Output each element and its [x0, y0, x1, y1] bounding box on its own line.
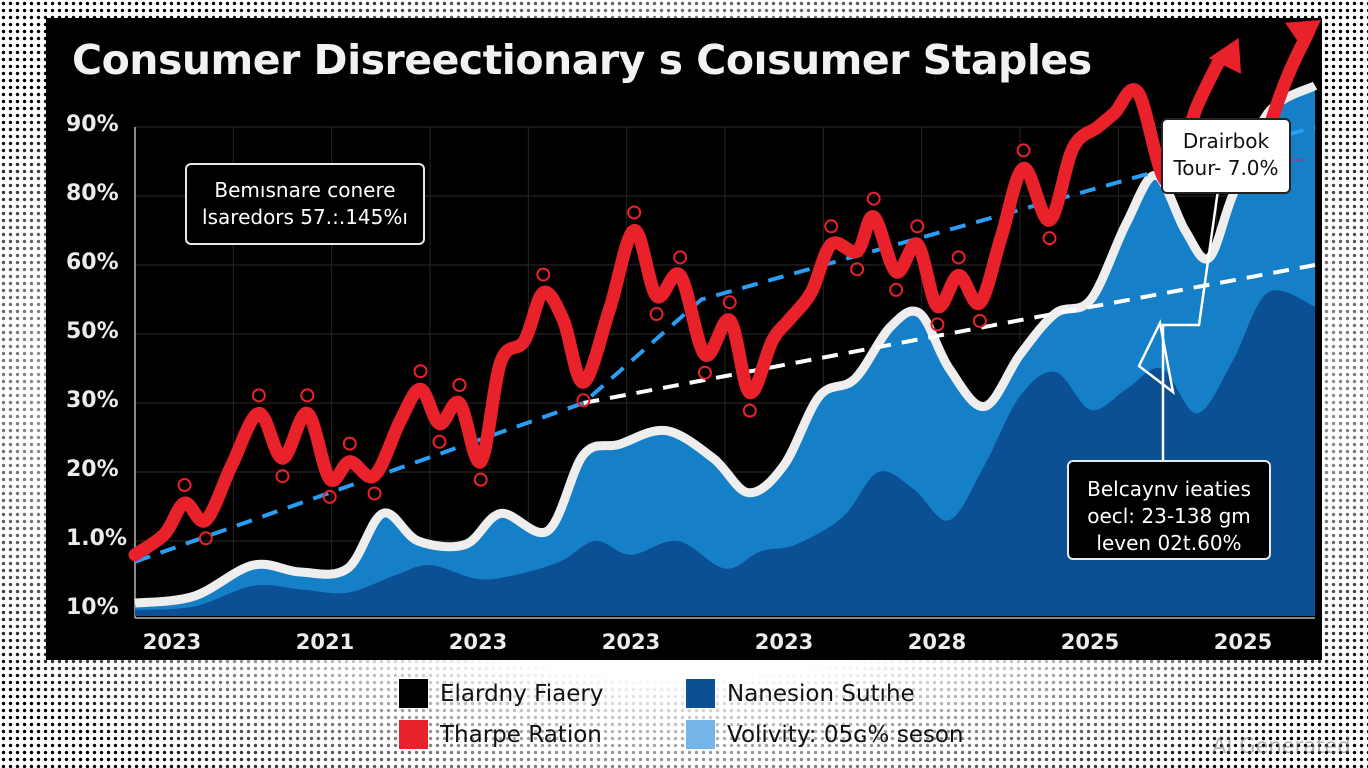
- data-point-marker: [275, 469, 290, 484]
- legend-item: Tharpe Ration: [399, 720, 602, 749]
- data-point-marker: [251, 388, 266, 403]
- data-point-marker: [972, 313, 987, 328]
- x-tick-label: 2028: [907, 630, 967, 654]
- data-point-marker: [697, 365, 712, 380]
- arrowhead-icon: [1208, 38, 1242, 74]
- y-tick-label: 60%: [66, 250, 119, 275]
- x-tick-label: 2023: [754, 630, 814, 654]
- legend-item: Volivity: 05ɢ% seson: [686, 720, 964, 749]
- x-tick-label: 2023: [448, 630, 508, 654]
- annotation-line: lsaredors 57.:.145%ı: [202, 205, 408, 229]
- data-point-marker: [649, 307, 664, 322]
- data-point-marker: [889, 282, 904, 297]
- data-point-marker: [536, 267, 551, 282]
- data-point-marker: [473, 472, 488, 487]
- annotation-box-bottom-right: Belcaynv ieaties oecl: 23-138 gm leven 0…: [1067, 460, 1271, 560]
- legend-label: Tharpe Ration: [440, 721, 602, 748]
- x-tick-label: 2025: [1060, 630, 1120, 654]
- data-point-marker: [866, 191, 881, 206]
- x-tick-label: 2023: [601, 630, 661, 654]
- y-tick-label: 90%: [66, 112, 119, 137]
- data-point-marker: [824, 219, 839, 234]
- legend-swatch: [399, 679, 428, 708]
- x-tick-label: 2025: [1213, 630, 1273, 654]
- annotation-pointer-icon: [1137, 319, 1175, 395]
- annotation-box-left: Bemısnare conere lsaredors 57.:.145%ı: [185, 163, 425, 245]
- y-tick-label: 10%: [66, 595, 119, 620]
- legend-label: Elardny Fiaery: [440, 680, 604, 707]
- y-tick-label: 50%: [66, 319, 119, 344]
- data-point-marker: [342, 436, 357, 451]
- trendline: [134, 125, 1316, 564]
- y-tick-label: 20%: [66, 457, 119, 482]
- y-tick-label: 1.0%: [66, 526, 128, 551]
- data-point-marker: [322, 489, 337, 504]
- annotation-line: oecl: 23-138 gm: [1087, 504, 1251, 528]
- data-point-marker: [177, 478, 192, 493]
- x-tick-label: 2023: [142, 630, 202, 654]
- trendline: [583, 263, 1316, 405]
- data-point-marker: [673, 250, 688, 265]
- data-point-marker: [300, 388, 315, 403]
- legend-item: Nanesion Sutıhe: [686, 679, 915, 708]
- data-point-marker: [850, 262, 865, 277]
- legend-swatch: [686, 720, 715, 749]
- legend-item: Elardny Fiaery: [399, 679, 603, 708]
- data-point-marker: [432, 434, 447, 449]
- annotation-line: Tour- 7.0%: [1173, 156, 1279, 180]
- annotation-box-top-right: Drairbok Tour- 7.0%: [1161, 118, 1291, 194]
- data-point-marker: [951, 250, 966, 265]
- y-tick-label: 80%: [66, 181, 119, 206]
- y-tick-label: 30%: [66, 388, 119, 413]
- arrowhead-icon: [1285, 20, 1321, 53]
- data-point-marker: [910, 219, 925, 234]
- legend-label: Nanesion Sutıhe: [727, 680, 915, 707]
- area-nanesion-sut-he: [135, 290, 1315, 616]
- data-point-marker: [722, 295, 737, 310]
- data-point-marker: [627, 205, 642, 220]
- legend-swatch: [399, 720, 428, 749]
- legend-label: Volivity: 05ɢ% seson: [727, 721, 964, 748]
- data-point-marker: [576, 393, 591, 408]
- legend-swatch: [686, 679, 715, 708]
- data-point-marker: [742, 403, 757, 418]
- data-point-marker: [1016, 143, 1031, 158]
- watermark: AI Generated: [1212, 734, 1351, 758]
- annotation-line: leven 02t.60%: [1096, 531, 1242, 555]
- line-tharpe-ration: [128, 51, 1228, 562]
- annotation-line: Bemısnare conere: [214, 178, 396, 202]
- data-point-marker: [198, 531, 213, 546]
- data-point-marker: [1042, 231, 1057, 246]
- annotation-line: Drairbok: [1182, 129, 1270, 153]
- data-point-marker: [413, 364, 428, 379]
- data-point-marker: [452, 378, 467, 392]
- annotation-connector: [1161, 189, 1220, 460]
- chart-title: Consumer Disreectionary s Coısumer Stapl…: [72, 36, 1092, 84]
- annotation-line: Belcaynv ieaties: [1087, 477, 1251, 501]
- data-point-marker: [367, 486, 382, 501]
- x-tick-label: 2021: [295, 630, 355, 654]
- data-point-marker: [930, 317, 945, 332]
